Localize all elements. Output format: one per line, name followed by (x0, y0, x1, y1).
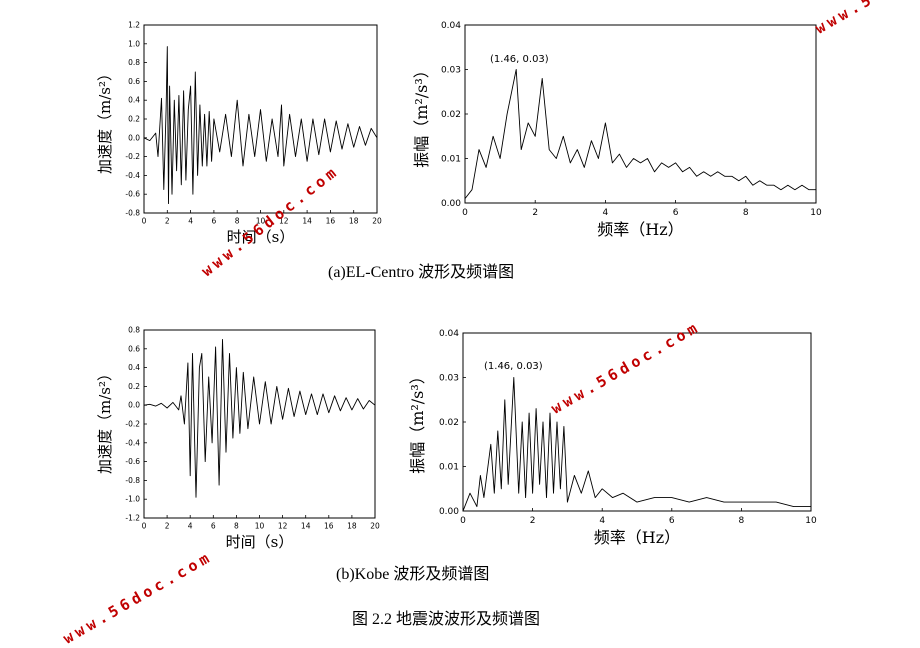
x-tick-label: 0 (142, 522, 147, 531)
x-tick-label: 12 (278, 522, 288, 531)
x-tick-label: 18 (347, 522, 357, 531)
x-tick-label: 2 (165, 217, 170, 226)
x-tick-label: 0 (462, 208, 468, 218)
elcentro-waveform-plot-frame (143, 24, 378, 214)
y-tick-label: 0.01 (439, 463, 459, 473)
y-tick-label: 0.0 (128, 133, 140, 142)
x-tick-label: 2 (165, 522, 170, 531)
y-tick-label: 0.6 (128, 77, 140, 86)
y-tick-label: -0.8 (125, 476, 140, 485)
x-tick-label: 14 (302, 217, 312, 226)
x-tick-label: 4 (188, 522, 193, 531)
x-axis-label: 时间（s） (226, 533, 294, 551)
x-tick-label: 6 (211, 522, 216, 531)
x-tick-label: 0 (460, 516, 466, 526)
x-tick-label: 8 (235, 217, 240, 226)
y-tick-label: 0.4 (128, 96, 140, 105)
y-tick-label: 1.0 (128, 39, 140, 48)
x-tick-label: 4 (188, 217, 193, 226)
kobe-spectrum-series-line (462, 377, 811, 512)
x-tick-label: 10 (256, 217, 266, 226)
y-tick-label: 0.04 (439, 329, 459, 339)
y-tick-label: 0.00 (441, 199, 461, 209)
x-axis-label: 时间（s） (227, 228, 295, 246)
y-tick-label: 0.2 (128, 115, 140, 124)
y-tick-label: 0.03 (439, 374, 459, 384)
x-tick-label: 2 (532, 208, 538, 218)
x-tick-label: 10 (805, 516, 817, 526)
y-tick-label: -0.6 (125, 190, 140, 199)
y-tick-label: -1.0 (125, 495, 140, 504)
y-tick-label: 0.0 (128, 401, 140, 410)
y-tick-label: -0.2 (125, 152, 140, 161)
x-tick-label: 18 (349, 217, 359, 226)
x-tick-label: 10 (810, 208, 822, 218)
x-axis-label: 频率（Hz） (597, 220, 683, 239)
y-tick-label: 0.8 (128, 58, 140, 67)
x-tick-label: 16 (324, 522, 334, 531)
elcentro-waveform-series-line (143, 46, 378, 205)
x-tick-label: 14 (301, 522, 311, 531)
kobe-waveform-series-line (143, 338, 376, 498)
y-tick-label: 0.4 (128, 363, 140, 372)
peak-annotation: (1.46, 0.03) (490, 54, 549, 65)
x-tick-label: 8 (739, 516, 745, 526)
peak-annotation: (1.46, 0.03) (484, 361, 543, 372)
x-tick-label: 8 (234, 522, 239, 531)
y-tick-label: -0.8 (125, 209, 140, 218)
y-tick-label: 0.04 (441, 21, 461, 31)
y-tick-label: -1.2 (125, 514, 140, 523)
x-tick-label: 4 (603, 208, 609, 218)
subcaption-b: (b)Kobe 波形及频谱图 (336, 566, 490, 583)
x-tick-label: 6 (212, 217, 217, 226)
y-tick-label: -0.4 (125, 171, 140, 180)
x-tick-label: 12 (279, 217, 289, 226)
y-tick-label: -0.4 (125, 438, 140, 447)
y-tick-label: 0.8 (128, 326, 140, 335)
subcaption-a: (a)EL-Centro 波形及频谱图 (328, 264, 515, 281)
y-axis-label: 振幅（m²/s³） (412, 62, 431, 168)
y-axis-label: 振幅（m²/s³） (408, 368, 427, 474)
x-tick-label: 20 (370, 522, 380, 531)
x-tick-label: 6 (673, 208, 679, 218)
x-tick-label: 10 (255, 522, 265, 531)
y-tick-label: 0.02 (439, 418, 459, 428)
x-tick-label: 20 (372, 217, 382, 226)
y-tick-label: 0.01 (441, 155, 461, 165)
y-axis-label: 加速度（m/s²） (96, 366, 114, 474)
x-tick-label: 2 (530, 516, 536, 526)
y-tick-label: 0.6 (128, 344, 140, 353)
y-tick-label: 1.2 (128, 21, 140, 30)
y-tick-label: 0.00 (439, 507, 459, 517)
y-tick-label: -0.2 (125, 420, 140, 429)
x-tick-label: 4 (599, 516, 605, 526)
y-tick-label: 0.03 (441, 66, 461, 76)
elcentro-spectrum-series-line (464, 69, 816, 199)
y-tick-label: 0.2 (128, 382, 140, 391)
x-tick-label: 8 (743, 208, 749, 218)
x-tick-label: 0 (142, 217, 147, 226)
x-axis-label: 频率（Hz） (594, 528, 680, 547)
figure-caption: 图 2.2 地震波波形及频谱图 (352, 611, 541, 628)
y-tick-label: 0.02 (441, 110, 461, 120)
elcentro-spectrum-plot-frame (464, 24, 817, 204)
y-tick-label: -0.6 (125, 457, 140, 466)
x-tick-label: 6 (669, 516, 675, 526)
y-axis-label: 加速度（m/s²） (96, 66, 114, 174)
x-tick-label: 16 (326, 217, 336, 226)
